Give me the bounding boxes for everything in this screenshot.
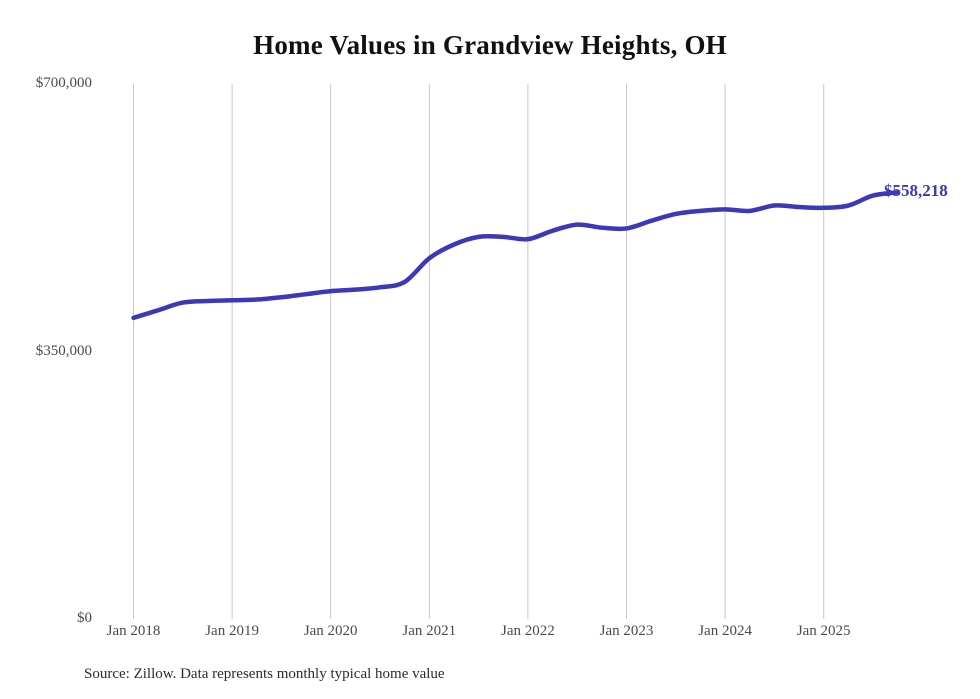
- y-axis-tick-350000: $350,000: [35, 343, 92, 359]
- series-group: [131, 190, 900, 321]
- x-axis-tick-jan-2023: Jan 2023: [599, 623, 654, 639]
- x-axis-tick-jan-2021: Jan 2021: [402, 623, 457, 639]
- y-axis-tick-0: $0: [77, 610, 92, 626]
- x-axis-tick-jan-2025: Jan 2025: [796, 623, 851, 639]
- source-note: Source: Zillow. Data represents monthly …: [84, 666, 445, 682]
- x-axis-tick-jan-2020: Jan 2020: [303, 623, 358, 639]
- x-axis-tick-jan-2019: Jan 2019: [205, 623, 259, 639]
- chart-title: Home Values in Grandview Heights, OH: [253, 30, 727, 60]
- series-line-typical-home-value: [131, 190, 900, 321]
- x-axis-tick-jan-2018: Jan 2018: [106, 623, 161, 639]
- x-axis-tick-jan-2022: Jan 2022: [501, 623, 555, 639]
- end-value-label: $558,218: [884, 181, 948, 201]
- y-axis-tick-700000: $700,000: [35, 75, 92, 91]
- x-axis-tick-jan-2024: Jan 2024: [698, 623, 752, 639]
- gridlines-group: [133, 84, 825, 619]
